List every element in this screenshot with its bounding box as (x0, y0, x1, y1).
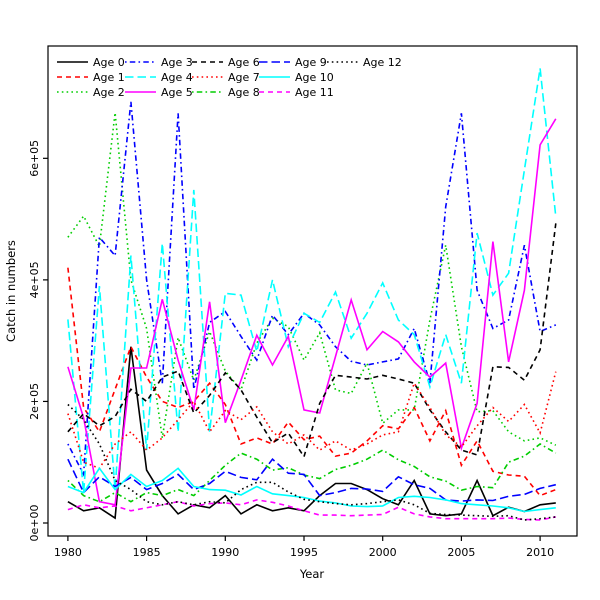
series-line-age-3 (67, 101, 557, 478)
legend-label: Age 12 (363, 56, 402, 69)
x-tick-label: 1980 (54, 546, 82, 559)
series-line-age-1 (67, 267, 557, 497)
y-tick-label: 2e+05 (28, 383, 41, 420)
legend-label: Age 2 (93, 86, 125, 99)
series-line-age-6 (67, 223, 557, 459)
legend-item-age-3: Age 3 (125, 56, 193, 69)
legend-item-age-9: Age 9 (259, 56, 327, 69)
series-line-age-4 (67, 68, 557, 493)
legend-label: Age 11 (295, 86, 334, 99)
series-line-age-0 (67, 346, 556, 520)
legend-item-age-7: Age 7 (192, 71, 260, 84)
legend-item-age-8: Age 8 (192, 86, 260, 99)
legend-item-age-10: Age 10 (259, 71, 334, 84)
legend-item-age-0: Age 0 (57, 56, 125, 69)
legend-label: Age 1 (93, 71, 125, 84)
legend-item-age-12: Age 12 (327, 56, 402, 69)
y-tick-label: 4e+05 (28, 261, 41, 298)
series-line-age-11 (67, 499, 556, 521)
legend-item-age-5: Age 5 (125, 86, 193, 99)
legend-item-age-6: Age 6 (192, 56, 260, 69)
x-tick-label: 1995 (290, 546, 318, 559)
legend-label: Age 10 (295, 71, 334, 84)
plot-border (47, 45, 578, 537)
series-layer (67, 68, 557, 521)
series-line-age-9 (67, 458, 556, 502)
legend-item-age-4: Age 4 (125, 71, 193, 84)
legend-label: Age 8 (228, 86, 260, 99)
legend-label: Age 5 (161, 86, 193, 99)
legend-item-age-1: Age 1 (57, 71, 125, 84)
x-axis-title: Year (299, 567, 325, 581)
x-tick-labels: 1980 1985 1990 1995 2000 2005 2010 (54, 546, 554, 559)
x-tick-label: 2010 (526, 546, 554, 559)
x-tick-label: 2005 (447, 546, 475, 559)
x-tick-label: 2000 (369, 546, 397, 559)
series-line-age-10 (67, 466, 556, 513)
tick-layer (43, 157, 541, 541)
y-tick-label: 0e+00 (28, 505, 41, 542)
series-line-age-7 (67, 371, 557, 470)
legend-item-age-11: Age 11 (259, 86, 334, 99)
y-tick-labels: 0e+00 2e+05 4e+05 6e+05 (28, 140, 41, 542)
series-line-age-8 (67, 443, 557, 503)
legend-label: Age 3 (161, 56, 193, 69)
legend-label: Age 6 (228, 56, 260, 69)
legend-label: Age 4 (161, 71, 193, 84)
x-tick-label: 1985 (133, 546, 161, 559)
series-line-age-5 (67, 118, 557, 506)
series-line-age-2 (67, 112, 557, 446)
x-tick-label: 1990 (211, 546, 239, 559)
legend-label: Age 9 (295, 56, 327, 69)
legend-item-age-2: Age 2 (57, 86, 125, 99)
legend-label: Age 0 (93, 56, 125, 69)
y-axis-title: Catch in numbers (4, 240, 18, 342)
legend-label: Age 7 (228, 71, 260, 84)
legend: Age 0 Age 1 Age 2 Age 3 Age 4 Age 5 Age 6 Age 7… (57, 56, 402, 99)
y-tick-label: 6e+05 (28, 140, 41, 177)
